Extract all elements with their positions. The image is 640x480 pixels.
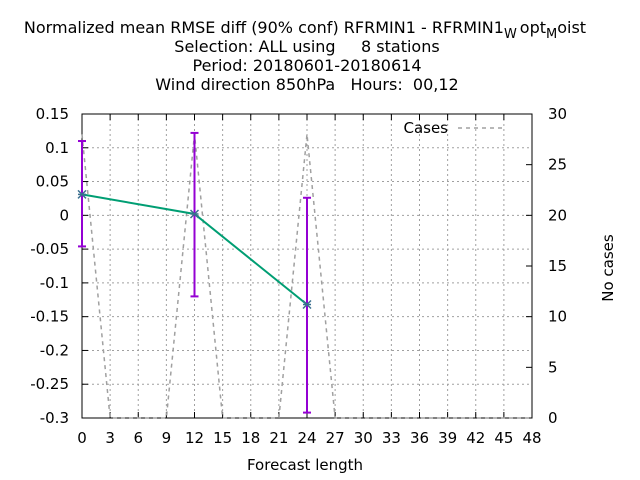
x-tick-label: 27: [326, 429, 345, 447]
x-tick-label: 3: [105, 429, 115, 447]
score-point: [189, 209, 200, 219]
title-mid: opt: [520, 18, 546, 37]
score-point: [77, 189, 87, 199]
x-tick-label: 33: [382, 429, 401, 447]
x-tick-label: 24: [297, 429, 316, 447]
y2-tick-label: 5: [548, 358, 558, 376]
y-tick-label: -0.05: [30, 240, 69, 258]
x-tick-label: 39: [438, 429, 457, 447]
legend-label-cases: Cases: [403, 119, 448, 137]
legend: Cases: [403, 119, 506, 137]
x-tick-label: 9: [162, 429, 172, 447]
chart-title: Normalized mean RMSE diff (90% conf) RFR…: [24, 18, 586, 94]
y2-tick-label: 10: [548, 308, 567, 326]
chart-marks: [77, 131, 532, 419]
y-tick-label: 0.05: [36, 173, 69, 191]
y2-axis-label: No cases: [599, 234, 617, 302]
x-tick-label: 48: [522, 429, 541, 447]
x-axis-label: Forecast length: [247, 456, 363, 474]
x-tick-label: 12: [185, 429, 204, 447]
x-tick-label: 15: [213, 429, 232, 447]
x-tick-label: 0: [77, 429, 87, 447]
y-tick-label: 0.15: [36, 105, 69, 123]
x-tick-label: 45: [494, 429, 513, 447]
y2-tick-label: 20: [548, 206, 567, 224]
x-tick-label: 18: [241, 429, 260, 447]
y-tick-label: -0.2: [40, 341, 69, 359]
title-subscript-1: W: [504, 27, 517, 42]
y-tick-label: 0.1: [45, 139, 69, 157]
title-end: oist: [557, 18, 586, 37]
x-tick-label: 42: [466, 429, 485, 447]
y-tick-label: 0: [59, 206, 69, 224]
x-tick-label: 21: [269, 429, 288, 447]
title-main: Normalized mean RMSE diff (90% conf) RFR…: [24, 18, 504, 37]
x-tick-label: 36: [410, 429, 429, 447]
chart-title-line-2: Selection: ALL using 8 stations: [174, 37, 439, 56]
y2-tick-label: 0: [548, 409, 558, 427]
y2-tick-label: 30: [548, 105, 567, 123]
score-point: [302, 299, 312, 310]
x-tick-label: 30: [354, 429, 373, 447]
y-tick-label: -0.3: [40, 409, 69, 427]
y-tick-label: -0.25: [30, 375, 69, 393]
chart-title-line-1: Normalized mean RMSE diff (90% conf) RFR…: [24, 18, 586, 42]
chart-title-line-4: Wind direction 850hPa Hours: 00,12: [155, 75, 458, 94]
y2-tick-label: 15: [548, 257, 567, 275]
axis-ticks: 0 3 6 9 12 15 18 21 24 27 30 33 36 39 42 45 480.150.10.0…: [30, 105, 567, 447]
chart-title-line-3: Period: 20180601-20180614: [192, 56, 421, 75]
title-subscript-2: M: [546, 27, 557, 42]
y-tick-label: -0.15: [30, 308, 69, 326]
cases-line: [81, 134, 532, 419]
y-tick-label: -0.1: [40, 274, 69, 292]
y2-tick-label: 25: [548, 156, 567, 174]
x-tick-label: 6: [133, 429, 143, 447]
